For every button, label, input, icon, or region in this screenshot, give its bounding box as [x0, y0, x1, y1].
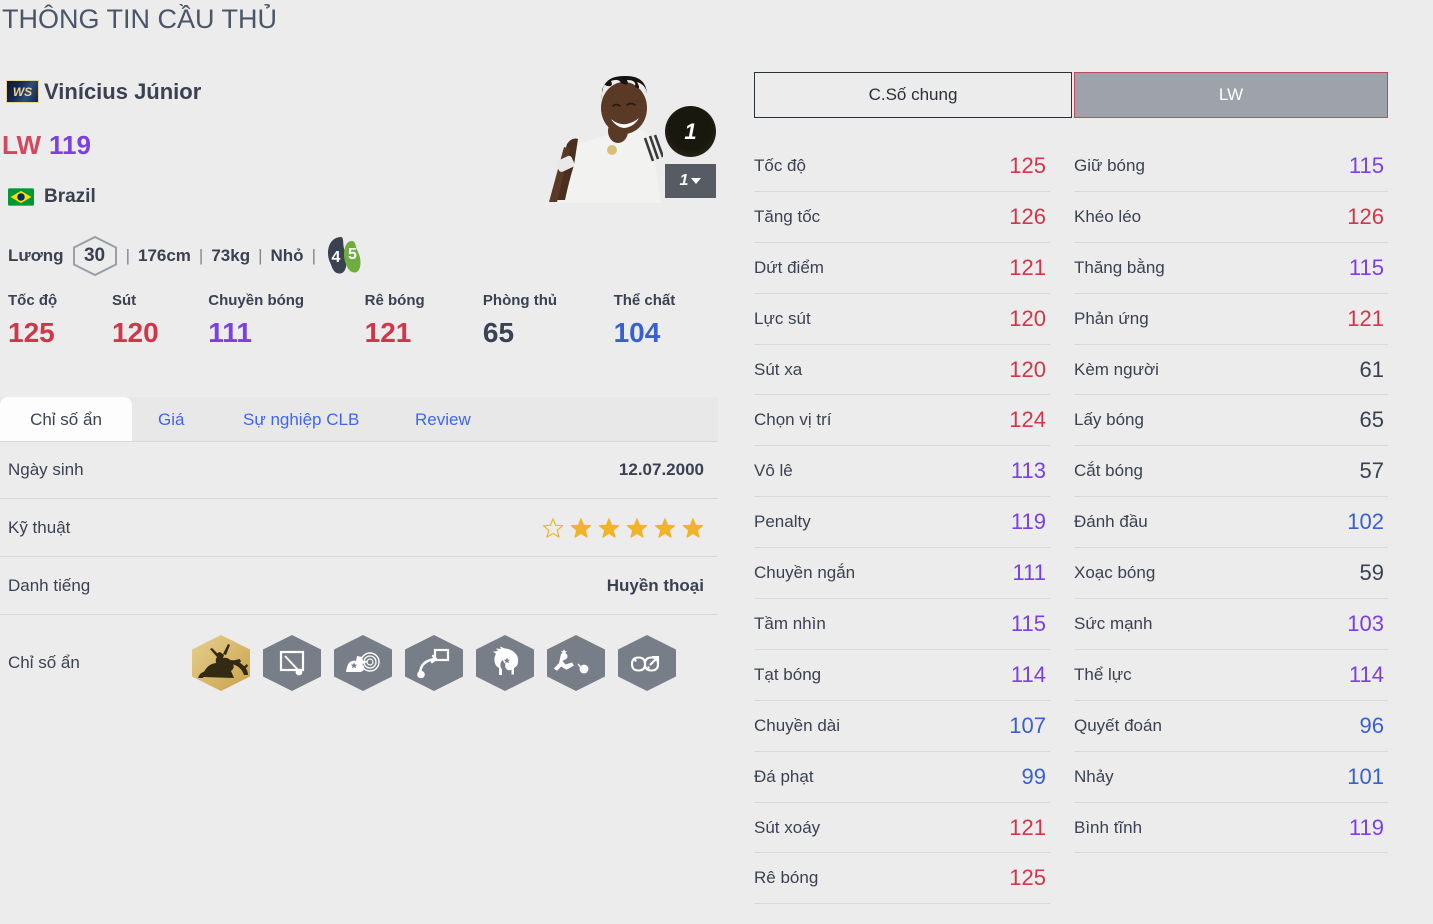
svg-text:5: 5: [348, 246, 357, 263]
svg-text:4: 4: [332, 249, 341, 266]
